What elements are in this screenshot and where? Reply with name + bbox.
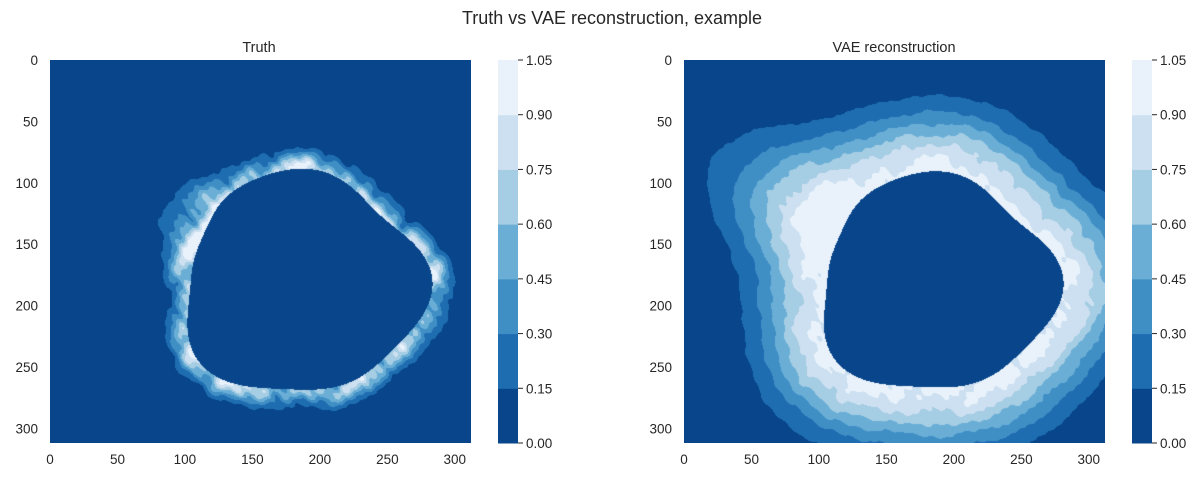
truth-panel-title: Truth (242, 40, 275, 56)
colorbar-segment (498, 333, 518, 389)
colorbar-segment (498, 278, 518, 335)
y-tick-label: 0 (30, 53, 38, 68)
colorbar-segment (498, 169, 518, 225)
y-tick-label: 150 (649, 237, 672, 252)
y-tick-label: 150 (15, 237, 38, 252)
y-tick-label: 100 (15, 176, 38, 191)
x-tick-label: 250 (376, 452, 399, 467)
colorbar-tick-label: 0.75 (526, 162, 552, 177)
colorbar-segment (1132, 169, 1152, 225)
colorbar-tick-label: 0.30 (526, 327, 552, 342)
y-tick-label: 50 (657, 114, 672, 129)
colorbar-tick-label: 0.90 (526, 108, 552, 123)
x-tick-label: 300 (444, 452, 467, 467)
figure-title: Truth vs VAE reconstruction, example (462, 8, 762, 28)
colorbar-tick-label: 0.45 (526, 272, 552, 287)
y-tick-label: 50 (23, 114, 38, 129)
colorbar-tick-label: 0.30 (1160, 327, 1186, 342)
y-tick-label: 200 (649, 299, 672, 314)
x-tick-label: 0 (46, 452, 54, 467)
colorbar-segment (498, 114, 518, 170)
x-tick-label: 150 (875, 452, 898, 467)
x-tick-label: 250 (1010, 452, 1033, 467)
vae-x-ticks: 0 50 100 150 200 250 300 (680, 452, 1100, 467)
colorbar-segment (1132, 60, 1152, 116)
colorbar-tick-label: 0.45 (1160, 272, 1186, 287)
vae-y-ticks: 0 50 100 150 200 250 300 (649, 53, 672, 436)
vae-colorbar: 0.00 0.15 0.30 0.45 0.60 0.75 0.90 1.05 (1132, 53, 1186, 451)
colorbar-segment (1132, 388, 1152, 444)
colorbar-tick-label: 1.05 (1160, 53, 1186, 68)
x-tick-label: 100 (808, 452, 831, 467)
y-tick-label: 200 (15, 299, 38, 314)
x-tick-label: 50 (110, 452, 125, 467)
colorbar-tick-label: 0.75 (1160, 162, 1186, 177)
x-tick-label: 300 (1078, 452, 1101, 467)
colorbar-segment (1132, 333, 1152, 389)
x-tick-label: 0 (680, 452, 688, 467)
vae-panel: VAE reconstruction 0 50 100 150 200 250 300 0 5… (649, 40, 1186, 467)
colorbar-tick-label: 0.15 (1160, 381, 1186, 396)
colorbar-tick-label: 0.00 (1160, 436, 1186, 451)
x-tick-label: 200 (943, 452, 966, 467)
colorbar-segment (498, 388, 518, 444)
colorbar-tick-label: 0.60 (1160, 217, 1186, 232)
x-tick-label: 50 (744, 452, 759, 467)
colorbar-tick-label: 0.15 (526, 381, 552, 396)
colorbar-tick-label: 0.60 (526, 217, 552, 232)
y-tick-label: 300 (15, 421, 38, 436)
y-tick-label: 300 (649, 421, 672, 436)
truth-y-ticks: 0 50 100 150 200 250 300 (15, 53, 38, 436)
x-tick-label: 200 (309, 452, 332, 467)
truth-heatmap (50, 60, 471, 443)
vae-panel-title: VAE reconstruction (832, 40, 955, 56)
truth-colorbar: 0.00 0.15 0.30 0.45 0.60 0.75 0.90 1.05 (498, 53, 552, 451)
x-tick-label: 150 (241, 452, 264, 467)
y-tick-label: 100 (649, 176, 672, 191)
colorbar-segment (1132, 224, 1152, 280)
x-tick-label: 100 (174, 452, 197, 467)
vae-heatmap (684, 60, 1105, 443)
truth-panel: Truth 0 50 100 150 200 250 300 0 50 100 150 200 250… (15, 40, 552, 467)
y-tick-label: 250 (649, 360, 672, 375)
colorbar-segment (1132, 278, 1152, 335)
truth-x-ticks: 0 50 100 150 200 250 300 (46, 452, 466, 467)
colorbar-tick-label: 0.00 (526, 436, 552, 451)
colorbar-tick-label: 0.90 (1160, 108, 1186, 123)
colorbar-segment (498, 224, 518, 280)
colorbar-segment (498, 60, 518, 116)
colorbar-tick-label: 1.05 (526, 53, 552, 68)
colorbar-segment (1132, 114, 1152, 170)
y-tick-label: 0 (664, 53, 672, 68)
y-tick-label: 250 (15, 360, 38, 375)
